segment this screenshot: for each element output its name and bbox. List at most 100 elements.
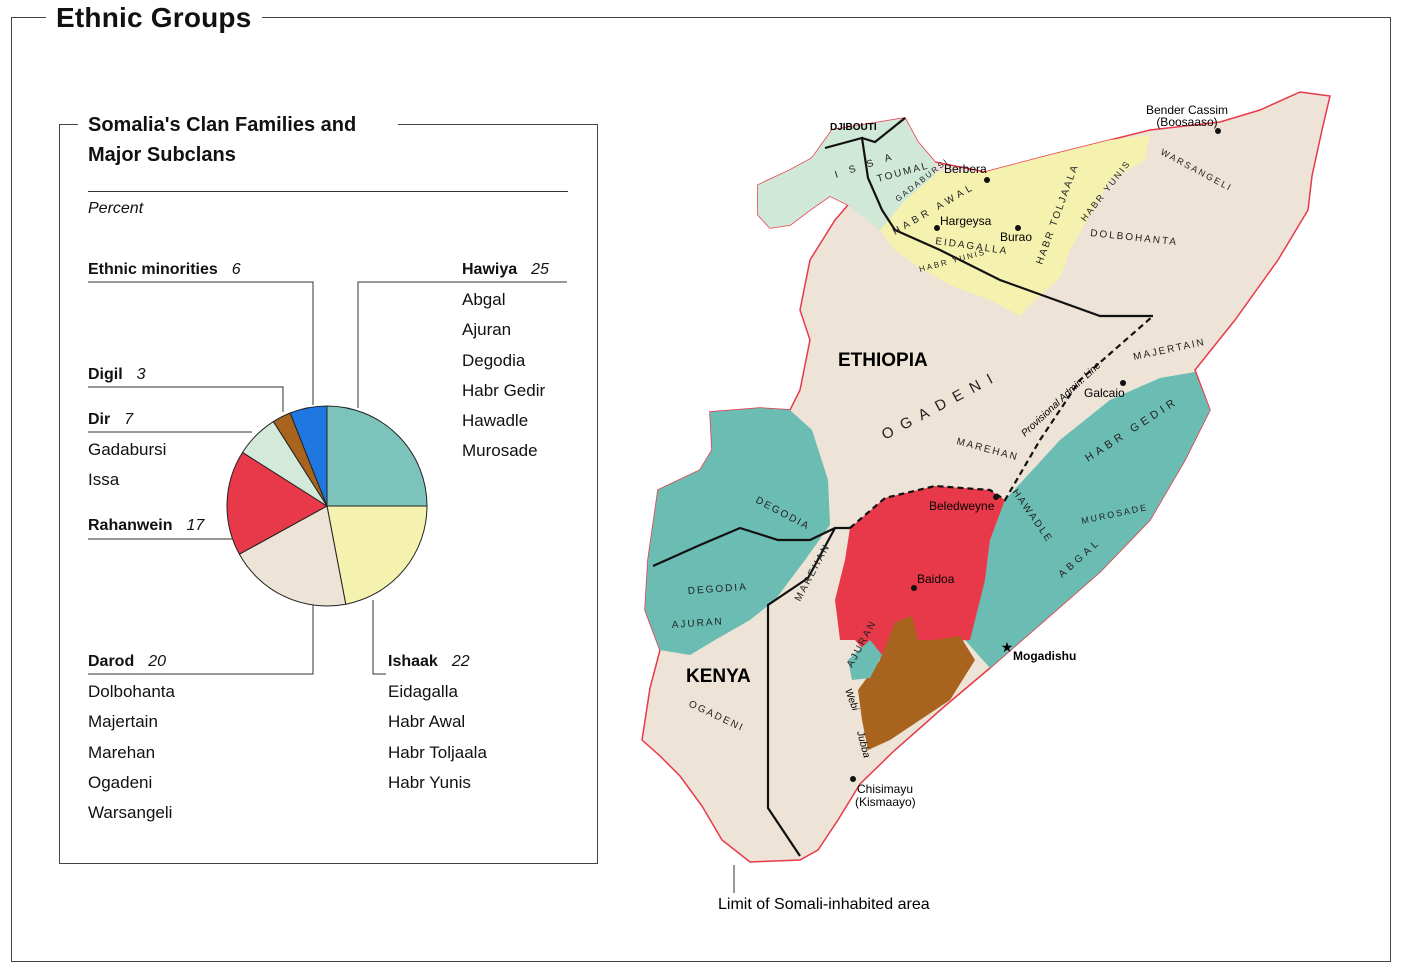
group-value: 17 (186, 517, 205, 534)
pie-slice-rahanwein (226, 451, 328, 555)
subclan: Habr Yunis (388, 772, 471, 792)
digil-area (858, 616, 975, 750)
group-value: 22 (451, 653, 470, 670)
city-beledweyne: Beledweyne (929, 499, 995, 513)
subclan-list: Gadabursi Issa (88, 435, 252, 496)
ethiopia-somalia-north-border (824, 136, 1153, 318)
group-dir: Dir 7 Gadabursi Issa (88, 409, 252, 496)
ajuran-pocket (848, 640, 882, 680)
group-value: 6 (231, 261, 241, 278)
subclan: Warsangeli (88, 803, 173, 823)
subclan: Ajuran (462, 320, 512, 340)
group-name: Ishaak (388, 653, 438, 670)
group-ethnic-minorities: Ethnic minorities 6 (88, 259, 313, 281)
pie-slice-ethnic-minorities (289, 405, 328, 507)
leader-hawiya (357, 281, 567, 408)
label-djibouti: DJIBOUTI (830, 122, 877, 133)
subclan: Hawadle (462, 411, 529, 431)
rahanwein-area (835, 486, 1005, 660)
outer-frame (11, 17, 1391, 962)
city-dot-baidoa (911, 585, 917, 591)
subclan-list: Abgal Ajuran Degodia Habr Gedir Hawadle … (462, 285, 572, 467)
group-value: 25 (531, 261, 549, 278)
group-name: Ethnic minorities (88, 261, 218, 278)
subclan: Habr Awal (388, 712, 466, 732)
group-rahanwein: Rahanwein 17 (88, 515, 232, 537)
pie-slice-ishaak (326, 505, 428, 605)
chart-panel-title: Somalia's Clan Families and Major Subcla… (78, 110, 398, 170)
chart-title-line-2: Major Subclans (88, 144, 236, 166)
group-value: 7 (124, 411, 134, 428)
group-digil: Digil 3 (88, 364, 283, 386)
city-dot-galcaio (1120, 380, 1126, 386)
subclan: Issa (88, 470, 120, 490)
city-mogadishu: Mogadishu (1013, 649, 1076, 663)
subclan: Abgal (462, 290, 506, 309)
subclan: Degodia (462, 350, 526, 370)
leader-ethnic-minorities (88, 281, 314, 405)
leader-lines (88, 281, 567, 675)
city-dot-beledweyne (993, 494, 999, 500)
subclan: Majertain (88, 712, 158, 732)
page-title: Ethnic Groups (46, 2, 262, 34)
mogadishu-star: ★ (1001, 639, 1014, 655)
group-value: 20 (148, 653, 167, 670)
group-name: Digil (88, 366, 123, 383)
city-labels: Bender Cassim (Boosaaso) Berbera Hargeys… (855, 103, 1228, 809)
city-berbera: Berbera (944, 162, 987, 176)
city-chisimayu: Chisimayu (857, 782, 913, 796)
clan-ajuran-kenya: AJURAN (671, 616, 724, 631)
subclan: Eidagalla (388, 682, 458, 701)
city-dot-chisimayu (850, 776, 856, 782)
pie-slice-darod (238, 505, 347, 607)
group-name: Darod (88, 653, 135, 670)
group-ishaak: Ishaak 22 Eidagalla Habr Awal Habr Toljaa… (388, 651, 498, 798)
somali-area (641, 91, 1331, 863)
city-dot-bender-cassim (1215, 128, 1221, 134)
group-name: Dir (88, 411, 111, 428)
subclan: Gadabursi (88, 440, 167, 459)
borders (652, 117, 1153, 857)
group-name: Rahanwein (88, 517, 173, 534)
subclan: Habr Toljaala (388, 742, 487, 762)
hawiya-east-area (965, 372, 1210, 668)
group-hawiya: Hawiya 25 Abgal Ajuran Degodia Habr Gedir… (462, 259, 572, 467)
dir-area (758, 118, 935, 230)
city-dot-burao (1015, 225, 1021, 231)
label-kenya: KENYA (686, 666, 751, 687)
title-rule (88, 191, 568, 192)
city-baidoa: Baidoa (917, 572, 955, 586)
kenya-somalia-border (766, 527, 836, 857)
unit-label: Percent (88, 200, 144, 217)
subclan: Murosade (462, 441, 538, 461)
subclan-list: Dolbohanta Majertain Marehan Ogadeni War… (88, 677, 313, 828)
clan-degodia-kenya: DEGODIA (687, 582, 748, 597)
djibouti-border (861, 117, 906, 144)
subclan: Habr Gedir (462, 380, 546, 400)
subclan: Dolbohanta (88, 682, 175, 701)
hawiya-west-area (645, 408, 830, 655)
city-galcaio: Galcaio (1084, 386, 1125, 400)
city-dots (850, 128, 1221, 782)
city-boosaaso: (Boosaaso) (1156, 115, 1217, 129)
chart-title-line-1: Somalia's Clan Families and (88, 114, 357, 136)
city-bender-cassim: Bender Cassim (1146, 103, 1228, 117)
group-darod: Darod 20 Dolbohanta Majertain Marehan Oga… (88, 651, 313, 828)
subclan-list: Eidagalla Habr Awal Habr Toljaala Habr Y… (388, 677, 498, 798)
city-hargeysa: Hargeysa (940, 214, 992, 228)
ishaak-area (880, 135, 1150, 316)
pie-slice-hawiya (326, 405, 428, 507)
subclan: Marehan (88, 742, 156, 762)
group-value: 3 (136, 366, 146, 383)
city-dot-hargeysa (934, 225, 940, 231)
leader-digil (88, 386, 284, 412)
group-name: Hawiya (462, 261, 518, 278)
city-kismaayo: (Kismaayo) (855, 795, 916, 809)
city-burao: Burao (1000, 230, 1032, 244)
leader-ishaak (372, 600, 386, 675)
leader-darod (88, 603, 314, 675)
label-ethiopia: ETHIOPIA (838, 350, 928, 371)
city-dot-berbera (984, 177, 990, 183)
